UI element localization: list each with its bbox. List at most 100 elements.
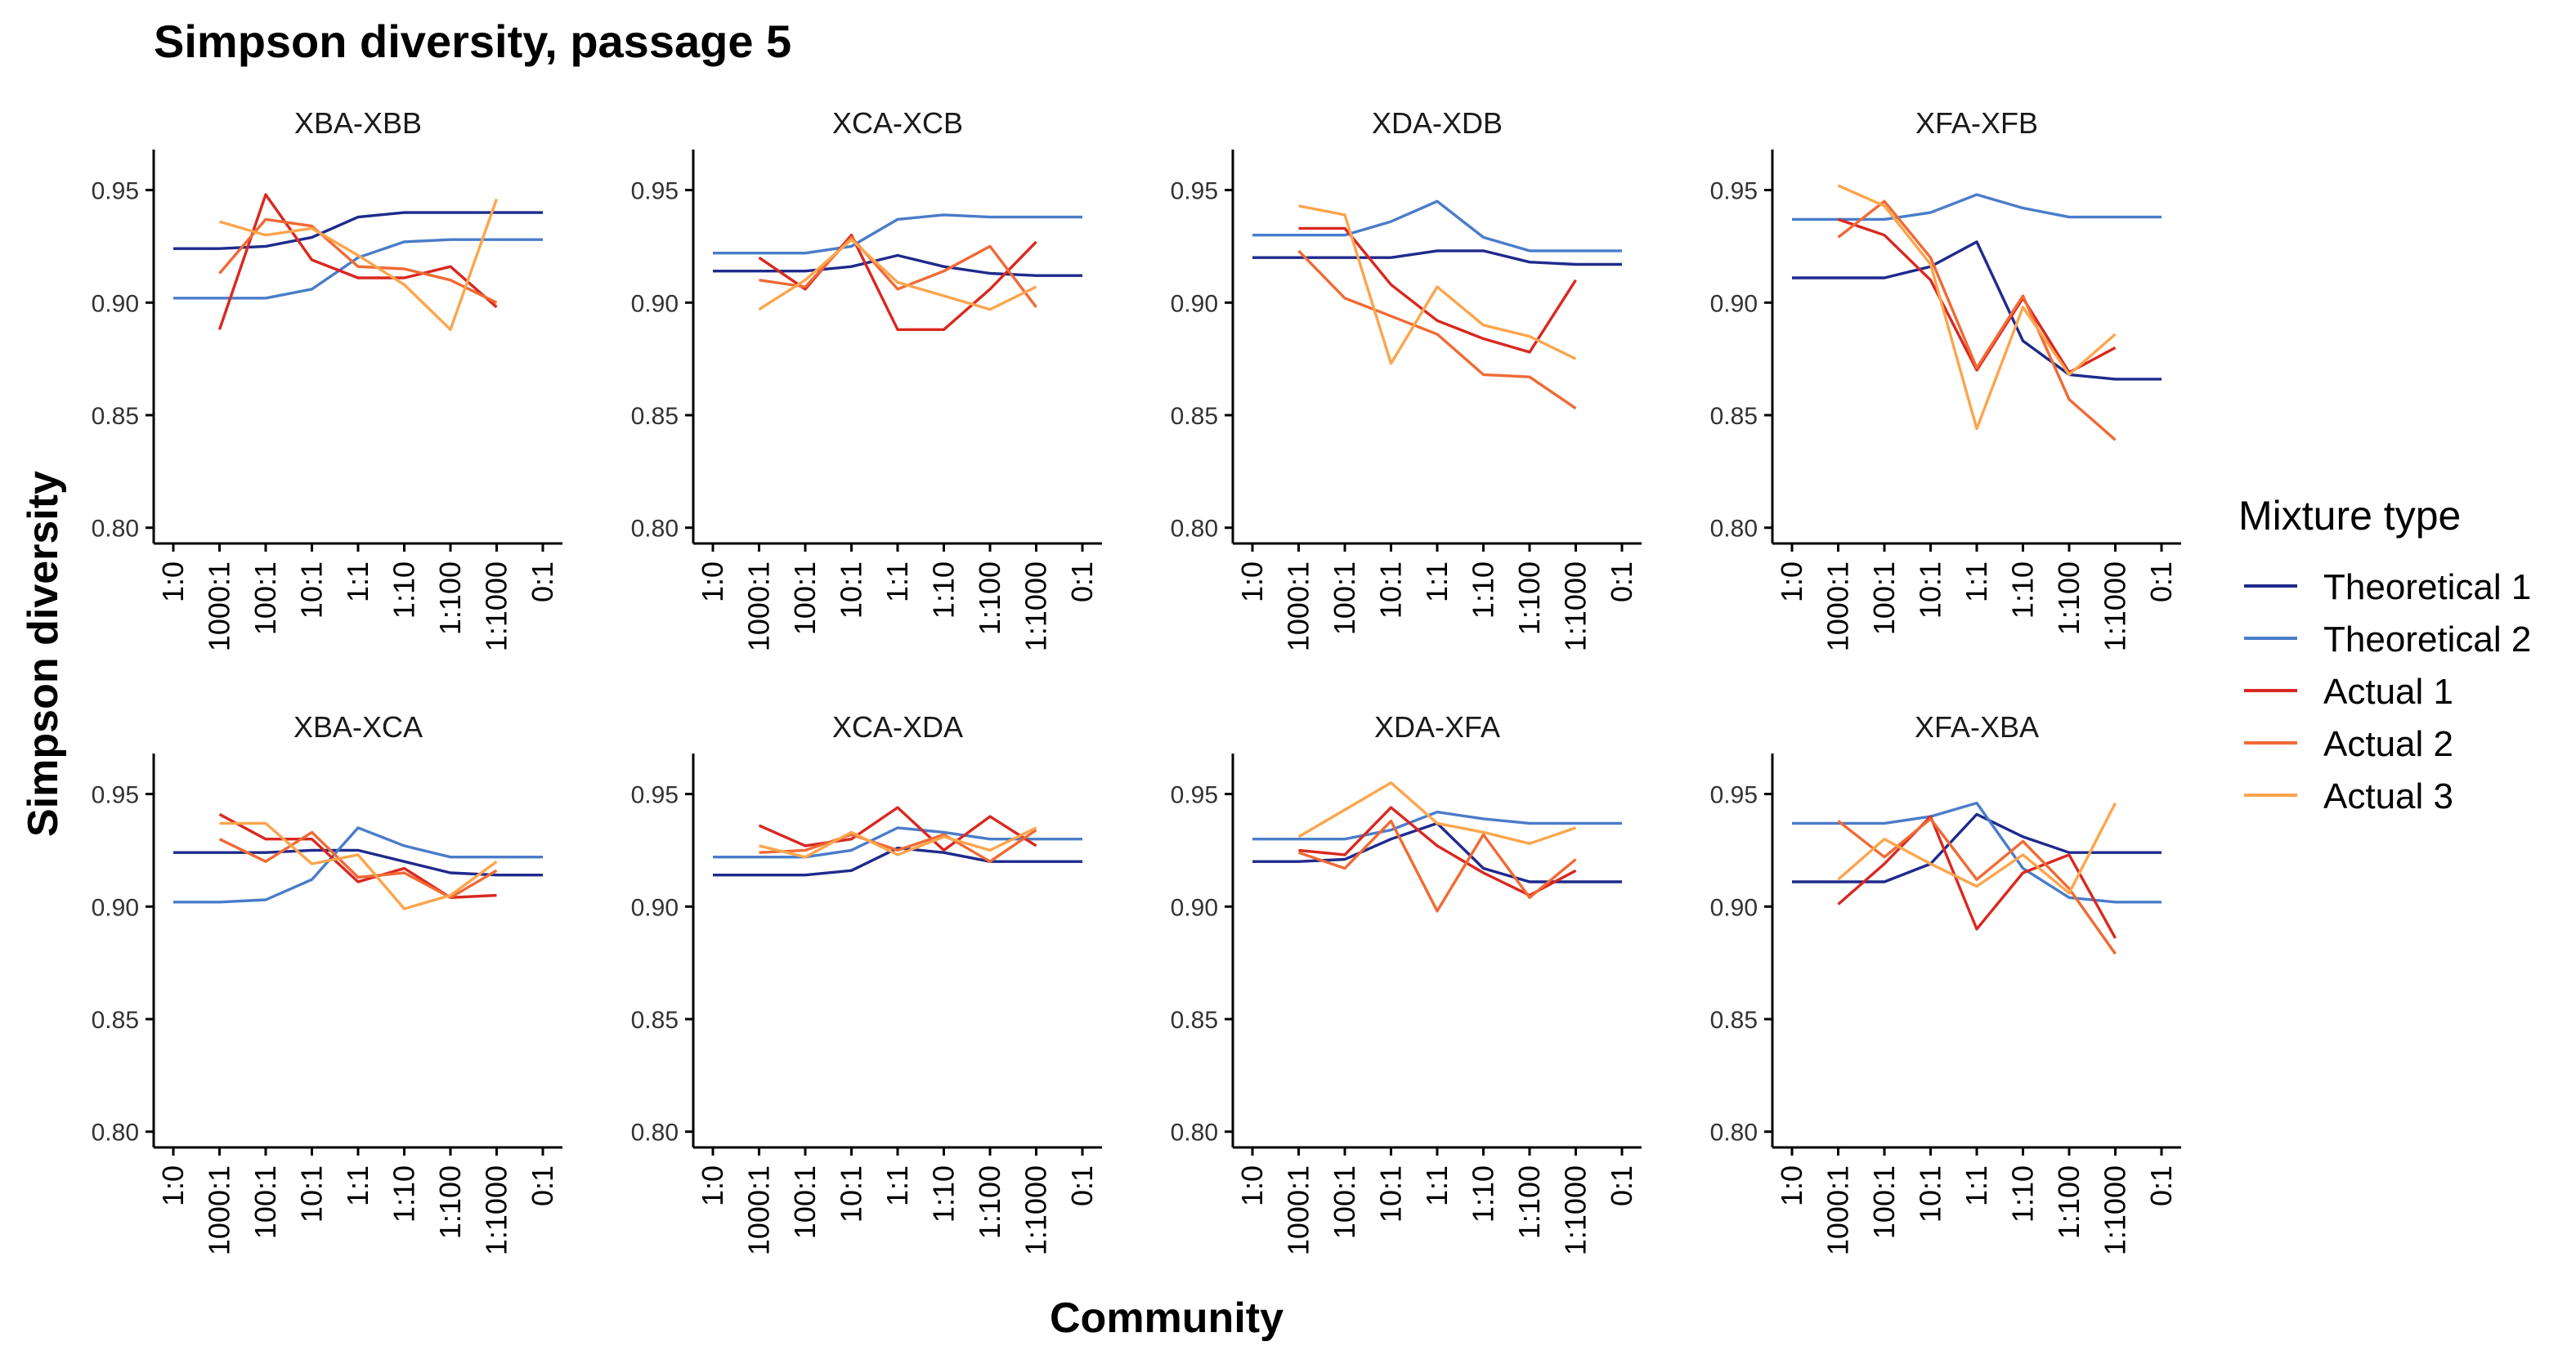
x-tick-label: 100:1 [1867,1165,1901,1239]
x-tick-label: 1:1000 [1559,561,1593,651]
x-tick-label: 10:1 [835,561,868,619]
series-line-theoretical-1 [173,211,543,250]
y-tick-label: 0.90 [1710,894,1758,921]
y-tick-label: 0.95 [92,178,139,205]
x-tick-label: 1:1000 [1559,1165,1593,1255]
series-line-theoretical-1 [1792,240,2162,381]
series-line-actual-2 [218,830,498,900]
y-axis-title: Simpson diversity [20,471,67,837]
facet-title: XDA-XDB [1372,106,1503,140]
series-line-actual-3 [1297,781,1577,845]
series-line-actual-3 [1837,184,2117,431]
x-tick-label: 10:1 [1374,561,1408,619]
y-tick-label: 0.80 [1710,1120,1758,1147]
x-tick-label: 1:1 [341,561,374,602]
facet-title: XBA-XCA [293,710,423,744]
series-line-theoretical-2 [1252,199,1622,253]
y-tick-label: 0.85 [92,403,139,430]
legend-label-actual-3: Actual 3 [2323,776,2453,816]
series-line-theoretical-1 [1252,249,1622,266]
x-tick-label: 1:100 [973,1165,1006,1239]
x-tick-label: 1:100 [433,1165,467,1239]
x-tick-label: 1:10 [1467,1165,1500,1223]
x-tick-label: 0:1 [2144,561,2178,602]
x-tick-label: 100:1 [1328,561,1361,635]
facet-panel: XBA-XBB 0.80 0.85 0.90 0.95 1:0 1000:1 100:1 10:… [92,106,562,651]
x-tick-label: 1:1000 [1019,561,1053,651]
y-tick-label: 0.90 [92,894,139,921]
facet-title: XBA-XBB [294,106,422,140]
facet-title: XCA-XCB [832,106,963,140]
x-tick-label: 0:1 [1065,1165,1099,1206]
y-tick-label: 0.90 [631,894,679,921]
series-line-actual-3 [1837,802,2117,895]
x-tick-label: 0:1 [526,561,559,602]
legend-label-theoretical-2: Theoretical 2 [2323,619,2531,660]
x-tick-label: 1:0 [696,561,729,602]
y-tick-label: 0.85 [1171,403,1218,430]
facet-panel: XFA-XFB 0.80 0.85 0.90 0.95 1:0 1000:1 100:1 10:… [1710,106,2181,651]
y-tick-label: 0.85 [1710,1007,1758,1034]
series-line-theoretical-2 [1792,801,2162,904]
facet-title: XDA-XFA [1374,710,1500,744]
x-tick-label: 1:1000 [480,561,513,651]
y-tick-label: 0.95 [1171,178,1218,205]
facet-panels: XBA-XBB 0.80 0.85 0.90 0.95 1:0 1000:1 100:1 10:… [92,106,2181,1255]
x-tick-label: 1:10 [388,561,421,619]
series-line-actual-2 [1297,249,1577,410]
x-tick-label: 1:10 [1467,561,1500,619]
series-line-theoretical-1 [713,846,1082,877]
series-line-actual-1 [1837,815,2117,939]
y-tick-label: 0.80 [631,516,679,543]
facet-title: XFA-XBA [1915,710,2039,744]
x-tick-label: 1:1000 [2099,561,2132,651]
facet-panel: XDA-XFA 0.80 0.85 0.90 0.95 1:0 1000:1 100:1 10:… [1171,710,1642,1255]
series-line-actual-1 [217,193,498,330]
x-tick-label: 1:1000 [480,1165,513,1255]
y-tick-label: 0.85 [1171,1007,1218,1034]
x-tick-label: 1:0 [1235,1165,1269,1206]
legend-label-theoretical-1: Theoretical 1 [2323,567,2531,607]
legend: Mixture type Theoretical 1 Theoretical 2 A… [2238,493,2531,816]
y-tick-label: 0.95 [631,782,679,809]
x-tick-label: 1:100 [973,561,1006,635]
x-tick-label: 10:1 [835,1165,868,1223]
x-tick-label: 1:100 [433,561,467,635]
x-tick-label: 10:1 [1914,1165,1947,1223]
facet-panel: XCA-XCB 0.80 0.85 0.90 0.95 1:0 1000:1 100:1 10:… [631,106,1102,651]
series-line-actual-2 [759,235,1037,308]
facet-title: XCA-XDA [832,710,963,744]
series-line-actual-3 [1298,204,1577,365]
x-tick-label: 1:10 [2006,561,2040,619]
y-tick-label: 0.90 [631,290,679,317]
legend-label-actual-1: Actual 1 [2323,672,2453,712]
x-tick-label: 100:1 [788,1165,822,1239]
x-tick-label: 1:1 [341,1165,374,1206]
x-tick-label: 1:1000 [2099,1165,2132,1255]
x-tick-label: 0:1 [1065,561,1099,602]
y-tick-label: 0.80 [92,516,139,543]
x-tick-label: 1:10 [927,1165,961,1223]
x-tick-label: 1:0 [156,561,190,602]
x-tick-label: 1000:1 [742,1165,776,1255]
y-tick-label: 0.85 [631,1007,679,1034]
facet-title: XFA-XFB [1915,106,2038,140]
x-tick-label: 10:1 [295,561,329,619]
x-tick-label: 0:1 [526,1165,559,1206]
x-tick-label: 1:0 [696,1165,729,1206]
x-tick-label: 100:1 [249,1165,282,1239]
x-tick-label: 1:0 [1775,561,1808,602]
x-tick-label: 1:10 [927,561,961,619]
x-tick-label: 1:0 [156,1165,190,1206]
y-tick-label: 0.85 [631,403,679,430]
series-line-actual-2 [759,829,1037,863]
facet-panel: XBA-XCA 0.80 0.85 0.90 0.95 1:0 1000:1 100:1 10:… [92,710,562,1255]
series-line-theoretical-1 [1792,812,2162,883]
x-tick-label: 1000:1 [1282,561,1315,651]
y-tick-label: 0.80 [631,1120,679,1147]
y-tick-label: 0.90 [1710,290,1758,317]
x-tick-label: 1:0 [1775,1165,1808,1206]
x-tick-label: 1000:1 [742,561,776,651]
x-tick-label: 1:100 [2052,1165,2085,1239]
